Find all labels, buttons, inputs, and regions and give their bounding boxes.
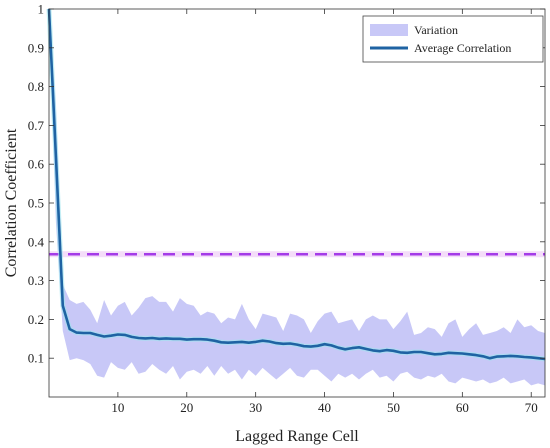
average-correlation-point [379, 350, 381, 352]
y-tick-label: 0.2 [28, 312, 44, 327]
average-correlation-point [76, 332, 78, 334]
average-correlation-point [69, 328, 71, 330]
average-correlation-point [179, 338, 181, 340]
average-correlation-point [227, 342, 229, 344]
average-correlation-point [200, 338, 202, 340]
average-correlation-point [461, 352, 463, 355]
average-correlation-point [468, 353, 470, 355]
average-correlation-point [193, 338, 195, 340]
average-correlation-point [89, 332, 91, 334]
legend-label-variation: Variation [414, 23, 458, 37]
average-correlation-point [213, 340, 215, 342]
average-correlation-point [262, 340, 264, 342]
x-tick-label: 10 [111, 400, 124, 415]
average-correlation-point [310, 346, 312, 348]
average-correlation-point [275, 342, 277, 344]
legend-swatch-variation [370, 24, 408, 36]
average-correlation-point [158, 338, 160, 340]
average-correlation-point [248, 342, 250, 344]
average-correlation-point [324, 343, 326, 345]
y-tick-label: 1 [38, 2, 45, 17]
average-correlation-point [420, 351, 422, 353]
average-correlation-point [337, 347, 339, 349]
average-correlation-point [206, 339, 208, 341]
average-correlation-point [96, 334, 98, 336]
legend-box [362, 15, 544, 63]
average-correlation-point [151, 337, 153, 339]
x-tick-label: 40 [318, 400, 331, 415]
average-correlation-point [144, 337, 146, 339]
average-correlation-point [516, 355, 519, 357]
average-correlation-point [413, 351, 415, 353]
average-correlation-point [510, 355, 512, 357]
average-correlation-point [392, 350, 394, 352]
x-tick-label: 20 [180, 400, 193, 415]
average-correlation-point [530, 356, 532, 358]
average-correlation-point [482, 355, 484, 357]
average-correlation-point [110, 335, 112, 337]
average-correlation-point [282, 343, 284, 345]
average-correlation-point [537, 357, 539, 359]
average-correlation-point [172, 338, 174, 340]
x-axis-label: Lagged Range Cell [235, 428, 359, 445]
y-tick-label: 0.5 [28, 196, 44, 211]
average-correlation-point [427, 352, 429, 354]
average-correlation-point [62, 305, 64, 307]
average-correlation-point [55, 155, 57, 157]
x-tick-label: 30 [249, 400, 262, 415]
average-correlation-point [131, 336, 133, 338]
x-tick-label: 60 [456, 400, 469, 415]
y-tick-label: 0.8 [28, 79, 44, 94]
average-correlation-point [103, 335, 105, 338]
average-correlation-point [117, 333, 119, 336]
variation-band [49, 9, 545, 386]
y-tick-label: 0.9 [28, 40, 44, 55]
average-correlation-point [406, 352, 408, 354]
y-tick-label: 0.6 [28, 157, 45, 172]
average-correlation-point [365, 348, 367, 350]
average-correlation-point [303, 345, 305, 347]
average-correlation-point [241, 341, 243, 343]
average-correlation-point [489, 357, 491, 359]
average-correlation-point [503, 355, 505, 357]
average-correlation-point [138, 337, 140, 339]
average-correlation-point [399, 351, 401, 353]
average-correlation-point [234, 341, 236, 343]
average-correlation-point [441, 353, 443, 355]
average-correlation-point [317, 345, 319, 347]
average-correlation-point [475, 354, 477, 356]
x-tick-label: 50 [387, 400, 400, 415]
average-correlation-point [330, 344, 332, 346]
average-correlation-point [351, 347, 353, 349]
average-correlation-point [220, 341, 222, 343]
y-tick-label: 0.7 [28, 118, 45, 133]
average-correlation-point [454, 352, 456, 354]
y-tick-label: 0.1 [28, 351, 44, 366]
x-tick-label: 70 [525, 400, 538, 415]
y-axis-label: Correlation Coefficient [3, 128, 20, 277]
average-correlation-point [344, 348, 346, 350]
y-tick-label: 0.3 [28, 273, 44, 288]
average-correlation-point [255, 341, 257, 343]
average-correlation-point [124, 334, 126, 336]
average-correlation-point [296, 344, 298, 346]
average-correlation-point [372, 349, 374, 351]
average-correlation-point [82, 332, 84, 334]
average-correlation-point [165, 337, 167, 339]
average-correlation-point [289, 342, 291, 345]
average-correlation-point [186, 339, 188, 341]
y-tick-label: 0.4 [28, 234, 45, 249]
legend-label-average-correlation: Average Correlation [414, 41, 511, 55]
average-correlation-point [496, 356, 498, 358]
average-correlation-point [434, 353, 436, 355]
average-correlation-point [386, 349, 388, 351]
average-correlation-point [358, 346, 360, 348]
average-correlation-point [523, 356, 525, 358]
legend: Variation Average Correlation [362, 15, 544, 63]
average-correlation-point [268, 340, 270, 343]
average-correlation-point [448, 352, 450, 354]
